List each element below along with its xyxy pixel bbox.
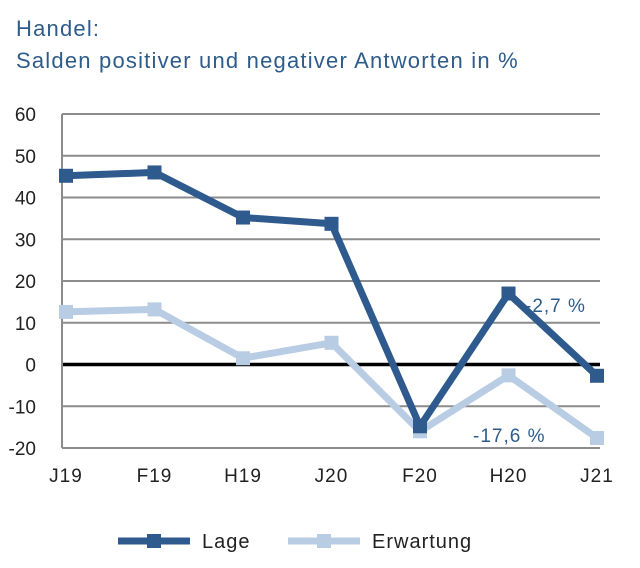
- series-line-lage: [65, 168, 600, 430]
- y-tick-label: -20: [9, 439, 36, 460]
- y-tick-label: 40: [15, 189, 36, 210]
- series-lines: [65, 168, 600, 441]
- x-tick-label: F19: [137, 466, 173, 487]
- y-tick-label: 10: [15, 314, 36, 335]
- y-tick-label: -10: [9, 397, 36, 418]
- data-point-erwartung: [59, 304, 73, 319]
- data-point-erwartung: [147, 302, 162, 317]
- legend-label-lage: Lage: [202, 531, 251, 553]
- y-tick-label: 50: [15, 147, 36, 168]
- data-point-lage: [501, 286, 516, 301]
- x-tick-label: J21: [580, 466, 614, 487]
- data-point-lage: [590, 368, 604, 383]
- chart-title: Handel:: [16, 16, 101, 41]
- legend-label-erwartung: Erwartung: [372, 531, 472, 553]
- series-line-erwartung: [65, 305, 600, 441]
- x-tick-label: J19: [49, 466, 83, 487]
- y-tick-label: 60: [15, 105, 36, 126]
- y-tick-label: 0: [25, 356, 36, 377]
- x-tick-label: H19: [224, 466, 262, 487]
- x-tick-label: F20: [402, 466, 438, 487]
- data-point-erwartung: [324, 335, 339, 350]
- legend-marker-lage: [147, 534, 161, 548]
- y-tick-label: 30: [15, 230, 36, 251]
- legend-marker-erwartung: [317, 534, 331, 548]
- x-tick-label: J20: [315, 466, 349, 487]
- data-point-lage: [236, 210, 250, 225]
- x-tick-label: H20: [490, 466, 528, 487]
- series-points: [59, 165, 604, 445]
- annotation-erwartung: -17,6 %: [473, 426, 545, 447]
- x-axis-ticks: J19 F19 H19 J20 F20 H20 J21: [49, 466, 614, 487]
- data-point-erwartung: [590, 430, 604, 445]
- gridlines: [62, 113, 600, 449]
- y-tick-label: 20: [15, 272, 36, 293]
- data-point-lage: [59, 168, 73, 183]
- y-axis-ticks: 60 50 40 30 20 10 0 -10 -20: [9, 105, 36, 460]
- data-point-lage: [324, 216, 339, 231]
- legend: Lage Erwartung: [118, 531, 472, 553]
- chart-subtitle: Salden positiver und negativer Antworten…: [16, 48, 519, 73]
- data-point-erwartung: [501, 368, 516, 383]
- data-point-erwartung: [236, 351, 250, 366]
- data-point-lage: [413, 419, 427, 434]
- data-point-lage: [147, 165, 162, 180]
- annotations: -2,7 % -17,6 %: [473, 296, 586, 447]
- annotation-lage: -2,7 %: [525, 296, 586, 317]
